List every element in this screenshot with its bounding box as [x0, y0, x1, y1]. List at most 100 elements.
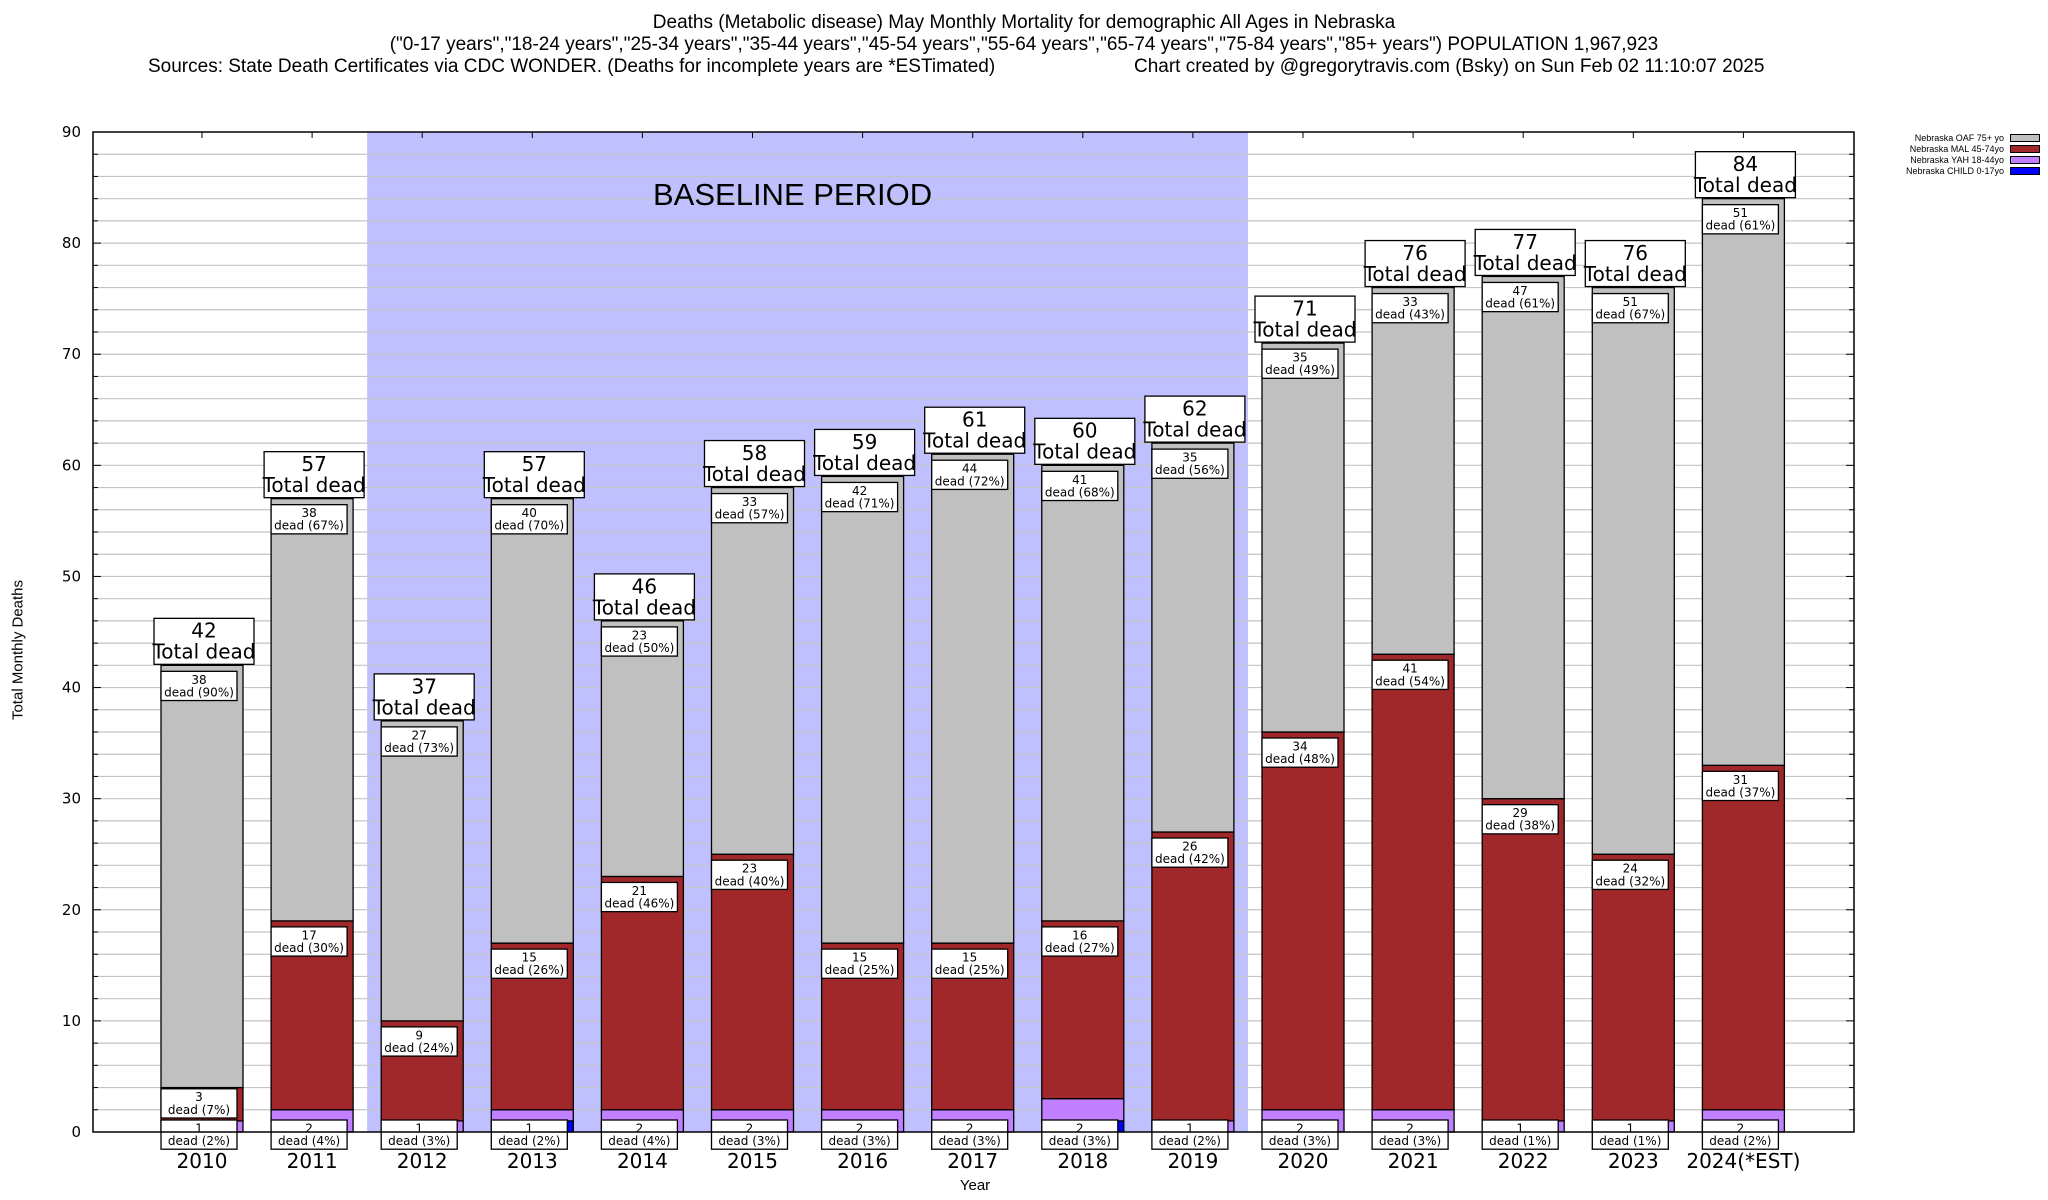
bar-segment-mal [1261, 731, 1345, 1111]
bar-segment-mal [710, 853, 795, 1111]
segment-label-box [1041, 1119, 1119, 1150]
chart-header: Deaths (Metabolic disease) May Monthly M… [0, 12, 2048, 56]
bar-group-2020: 2020 [1261, 132, 1345, 1173]
total-label-box [1584, 239, 1686, 288]
segment-label-box [270, 926, 348, 957]
total-label-box [373, 673, 475, 721]
y-tick-label: 20 [62, 901, 81, 919]
segment-label-text: 31 [1733, 773, 1748, 787]
x-tick-label: 2010 [177, 1149, 228, 1173]
segment-label-text: dead (40%) [715, 874, 785, 888]
segment-label-text: dead (43%) [1375, 308, 1445, 322]
segment-label-box [1701, 1119, 1780, 1150]
segment-label-text: dead (70%) [494, 519, 564, 533]
bar-segment-oaf [270, 498, 354, 922]
segment-label-text: dead (25%) [935, 963, 1005, 977]
segment-label-box [710, 859, 789, 891]
segment-label-box [490, 1119, 568, 1150]
segment-label-text: dead (3%) [388, 1134, 450, 1148]
segment-label-text: 1 [1186, 1121, 1194, 1135]
segment-label-text: dead (26%) [494, 963, 564, 977]
chart-sources: Sources: State Death Certificates via CD… [148, 56, 996, 77]
segment-label-text: 51 [1623, 295, 1638, 309]
segment-label-box [1151, 448, 1229, 479]
bar-segment-yah [490, 1109, 574, 1122]
bar-segment-oaf [160, 664, 244, 1089]
segment-label-box [1591, 1119, 1669, 1150]
segment-label-text: 15 [852, 951, 867, 965]
bar-segment-oaf [490, 498, 574, 944]
plot-frame [92, 131, 1855, 1133]
segment-label-box [1591, 859, 1669, 891]
segment-label-text: dead (2%) [1159, 1134, 1221, 1148]
total-label-box [483, 451, 585, 499]
segment-label-text: 38 [301, 506, 316, 520]
segment-label-text: 1 [525, 1121, 533, 1135]
total-label-text: 37 [411, 674, 436, 698]
total-label-text: Total dead [1583, 262, 1687, 286]
segment-label-text: 44 [962, 462, 977, 476]
segment-label-box [931, 1119, 1009, 1150]
legend-swatch-oaf [2010, 133, 2040, 142]
segment-label-text: dead (7%) [168, 1103, 230, 1117]
segment-label-text: dead (1%) [1599, 1134, 1661, 1148]
total-label-box [263, 451, 365, 499]
segment-label-text: 26 [1182, 839, 1197, 853]
segment-label-text: 2 [1737, 1121, 1745, 1135]
segment-label-box [1261, 737, 1339, 768]
segment-label-text: 21 [632, 884, 647, 898]
segment-label-text: 1 [1516, 1121, 1524, 1135]
segment-label-text: 40 [522, 506, 537, 520]
total-label-text: 71 [1292, 297, 1317, 321]
bar-segment-oaf [931, 453, 1015, 944]
legend-item-mal: Nebraska MAL 45-74yo [1860, 143, 2040, 154]
y-tick-label: 40 [62, 679, 81, 697]
segment-label-text: 2 [1076, 1121, 1084, 1135]
bar-group-2021: 2021 [1371, 132, 1455, 1173]
segment-label-text: dead (3%) [1269, 1134, 1331, 1148]
segment-label-text: 34 [1292, 739, 1307, 753]
total-label-text: Total dead [151, 640, 255, 664]
bar-segment-oaf [1041, 464, 1125, 922]
bar-segment-oaf [1481, 275, 1565, 800]
legend-swatch-yah [2010, 155, 2040, 164]
segment-label-text: 35 [1292, 351, 1307, 365]
segment-label-text: dead (3%) [1049, 1134, 1111, 1148]
bar-segment-mal [1371, 653, 1455, 1111]
total-label-text: 59 [852, 430, 877, 454]
segment-label-box [490, 948, 568, 979]
total-label-text: 62 [1182, 397, 1207, 421]
segment-label-text: 2 [746, 1121, 754, 1135]
y-tick-label: 60 [62, 456, 81, 474]
bar-group-2014: 2014 [600, 132, 685, 1173]
total-label-text: 42 [191, 619, 216, 643]
bar-segment-mal [1591, 853, 1675, 1122]
segment-label-box [1151, 1119, 1229, 1150]
segment-label-box [160, 1119, 238, 1150]
segment-label-text: 33 [742, 495, 757, 509]
bar-group-2024(*EST): 2024(*EST) [1686, 132, 1800, 1173]
segment-label-box [270, 1119, 348, 1150]
x-tick-label: 2018 [1057, 1149, 1108, 1173]
x-tick-label: 2022 [1498, 1149, 1549, 1173]
total-label-text: 60 [1072, 419, 1097, 443]
segment-label-box [1591, 292, 1669, 324]
segment-label-box [1371, 659, 1449, 691]
